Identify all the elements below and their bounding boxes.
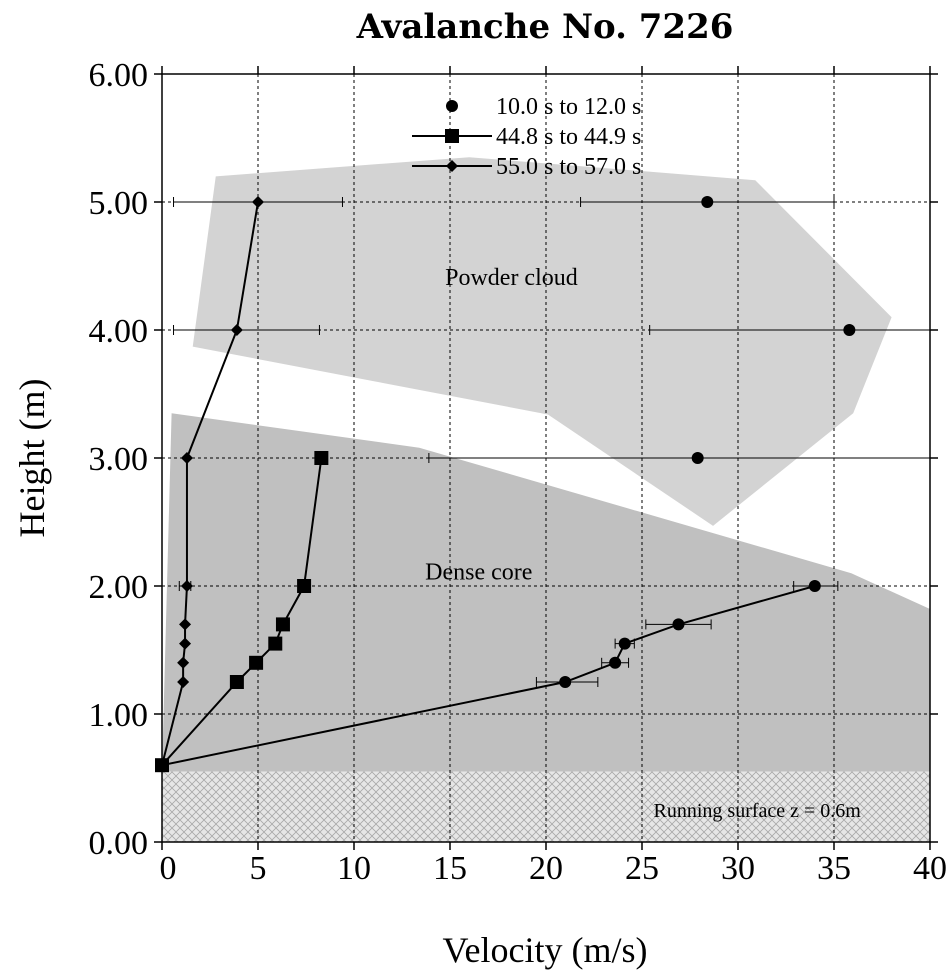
x-tick-label: 0 [160,850,177,887]
data-point-diamond [179,618,192,631]
data-point-square [297,579,312,593]
data-point-square [249,655,264,670]
data-point-circle [691,452,704,464]
y-tick-label: 5.00 [89,185,149,222]
y-tick-label: 6.00 [89,57,149,94]
data-point-square [229,675,244,689]
legend-label: 55.0 s to 57.0 s [496,154,641,180]
legend-marker-circle [446,100,458,112]
x-tick-label: 20 [529,850,563,887]
y-tick-label: 4.00 [89,313,149,350]
x-tick-label: 40 [913,850,947,887]
data-point-circle [843,324,856,336]
data-point-diamond [180,452,193,464]
legend-label: 44.8 s to 44.9 s [496,124,641,150]
data-point-circle [701,196,714,208]
data-point-diamond [180,580,193,592]
data-point-circle [618,637,631,650]
data-point-diamond [177,656,190,669]
running-surface-label: Running surface z = 0.6m [654,800,862,822]
x-tick-label: 15 [433,850,467,887]
legend-label: 10.0 s to 12.0 s [496,94,641,120]
legend-marker-diamond [446,160,458,172]
data-point-circle [808,580,821,592]
data-point-circle [559,676,572,688]
data-point-square [275,617,290,632]
series-line [161,585,816,767]
powder-cloud-label: Powder cloud [445,265,578,291]
data-point-circle [672,618,685,631]
data-point-square [268,636,283,651]
data-point-circle [609,656,622,669]
powder-cloud-region [192,157,892,526]
chart-title: Avalanche No. 7226 [356,7,734,47]
y-tick-label: 2.00 [89,569,149,606]
legend: 10.0 s to 12.0 s 44.8 s to 44.9 s 55.0 s t… [412,94,641,180]
x-tick-label: 25 [625,850,659,887]
data-point-diamond [156,759,168,772]
data-point-diamond [177,676,190,688]
y-axis-label: Height (m) [12,379,52,538]
x-tick-label: 35 [817,850,851,887]
data-point-diamond [179,637,192,650]
series-diamond [156,196,343,772]
data-point-diamond [230,324,243,336]
data-point-diamond [252,196,264,208]
legend-marker-square [445,129,459,143]
x-axis-label: Velocity (m/s) [443,930,648,970]
y-tick-label: 1.00 [89,697,149,734]
x-tick-label: 10 [337,850,371,887]
data-point-square [314,451,329,465]
x-tick-label: 30 [721,850,755,887]
x-tick-label: 5 [250,850,267,887]
y-tick-label: 3.00 [89,441,149,478]
dense-core-label: Dense core [425,560,532,586]
y-tick-label: 0.00 [89,825,149,862]
